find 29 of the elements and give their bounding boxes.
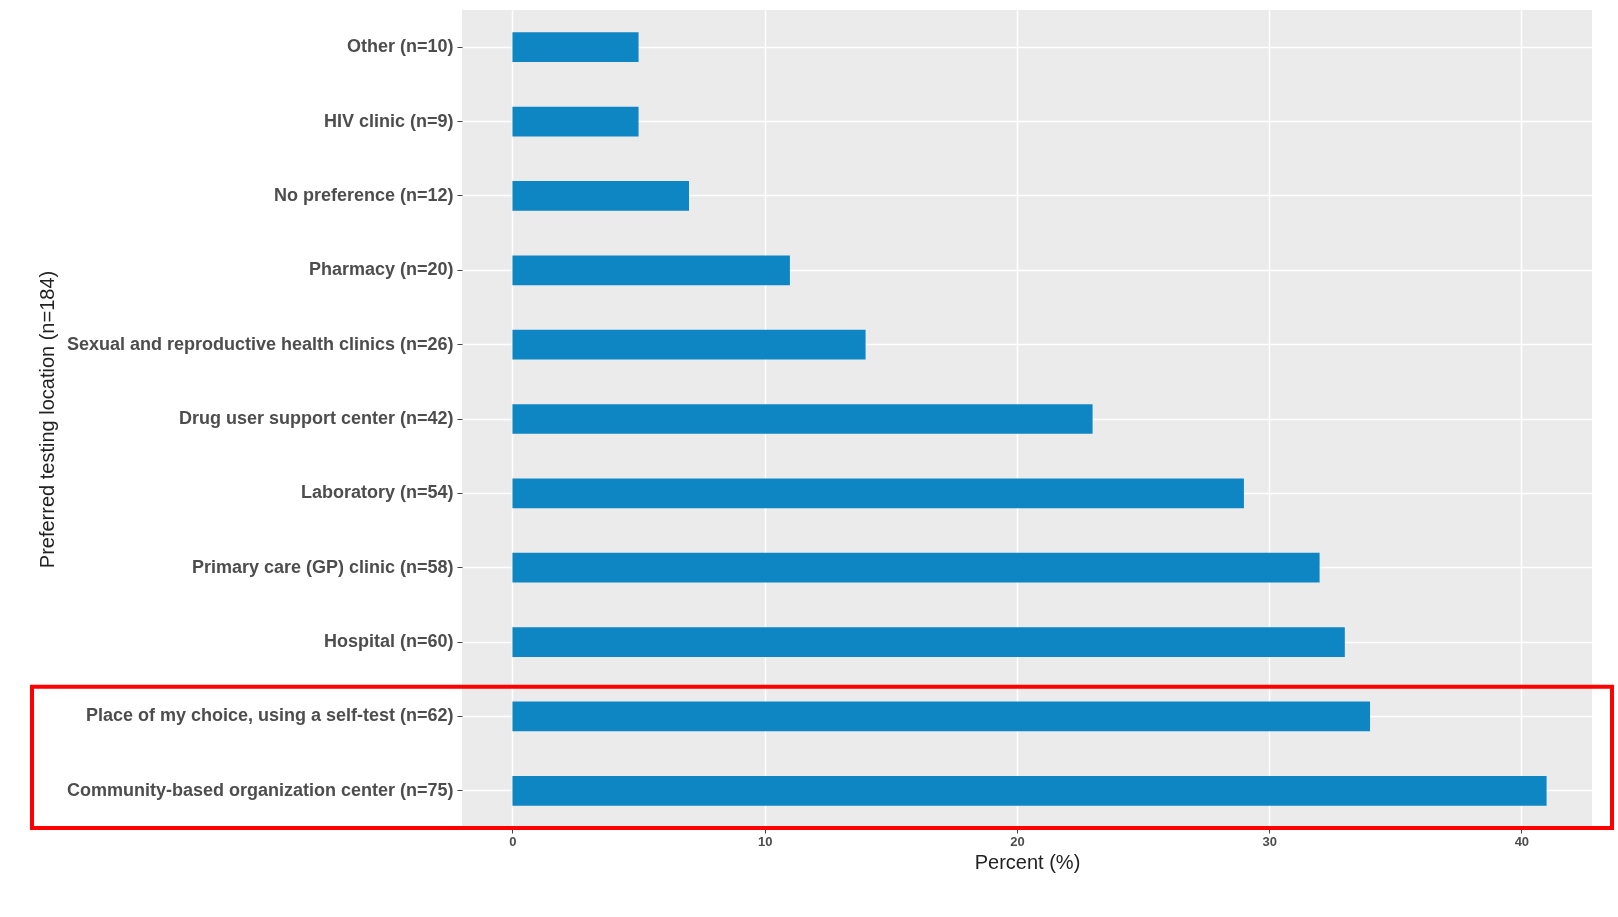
y-tick-label: Sexual and reproductive health clinics (n=26) xyxy=(66,333,454,354)
y-tick-label: HIV clinic (n=9) xyxy=(323,110,454,131)
x-tick-label: 40 xyxy=(1514,833,1530,849)
bar xyxy=(512,404,1093,434)
bar xyxy=(512,627,1345,657)
bar xyxy=(512,329,866,360)
y-tick-label: Place of my choice, using a self-test (n=62) xyxy=(85,705,454,726)
bar xyxy=(512,181,690,211)
bar xyxy=(512,32,639,63)
bar xyxy=(512,701,1371,732)
bar xyxy=(512,478,1244,509)
y-tick-label: Hospital (n=60) xyxy=(323,631,454,652)
bar xyxy=(512,106,639,137)
x-tick-label: 0 xyxy=(509,833,517,849)
bar xyxy=(512,255,790,286)
y-tick-label: Drug user support center (n=42) xyxy=(178,408,454,428)
bar xyxy=(512,775,1547,806)
y-axis-title: Preferred testing location (n=184) xyxy=(35,270,58,569)
x-tick-label: 30 xyxy=(1262,833,1277,849)
x-axis-title: Percent (%) xyxy=(974,850,1081,873)
bar xyxy=(512,552,1320,583)
y-tick-label: Laboratory (n=54) xyxy=(300,482,454,503)
x-tick-label: 10 xyxy=(757,833,773,849)
y-tick-label: Community-based organization center (n=75) xyxy=(66,779,454,800)
y-tick-label: Pharmacy (n=20) xyxy=(308,259,454,280)
y-tick-label: No preference (n=12) xyxy=(273,184,454,205)
x-tick-label: 20 xyxy=(1010,833,1025,849)
y-tick-label: Primary care (GP) clinic (n=58) xyxy=(191,556,454,577)
y-tick-label: Other (n=10) xyxy=(346,36,454,57)
